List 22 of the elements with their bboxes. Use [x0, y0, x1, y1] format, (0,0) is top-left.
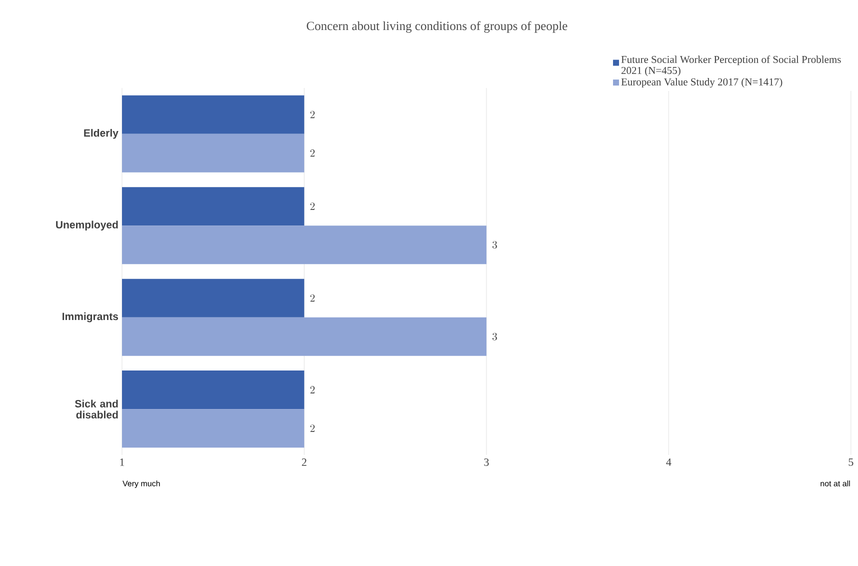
y-tick-label: Unemployed	[56, 220, 118, 231]
data-label: 2	[310, 149, 315, 157]
x-tick-label: 5	[848, 458, 854, 466]
data-label: 2	[310, 386, 315, 394]
x-tick-label: 4	[666, 458, 672, 466]
data-label: 2	[310, 202, 315, 210]
text: Very much	[122, 480, 160, 488]
x-tick-label: 2	[302, 458, 306, 466]
chart-title: Concern about living conditions of groups of people	[306, 21, 568, 33]
data-label: 2	[310, 294, 315, 302]
text: not at all	[820, 480, 850, 486]
y-tick-label: Sick and disabled	[74, 400, 118, 418]
x-tick-label: 3	[484, 458, 489, 466]
legend-label: Future Social Worker Perception of Social Problems 2021 (N=455)	[621, 56, 841, 76]
data-label: 3	[492, 241, 497, 249]
data-label: 3	[492, 332, 497, 340]
y-tick-label: Elderly	[84, 129, 118, 139]
data-label: 2	[310, 424, 315, 432]
x-tick-label: 1	[120, 458, 124, 466]
y-tick-label: Immigrants	[62, 312, 118, 322]
legend-label: European Value Study 2017 (N=1417)	[621, 78, 782, 88]
data-label: 2	[310, 110, 315, 118]
